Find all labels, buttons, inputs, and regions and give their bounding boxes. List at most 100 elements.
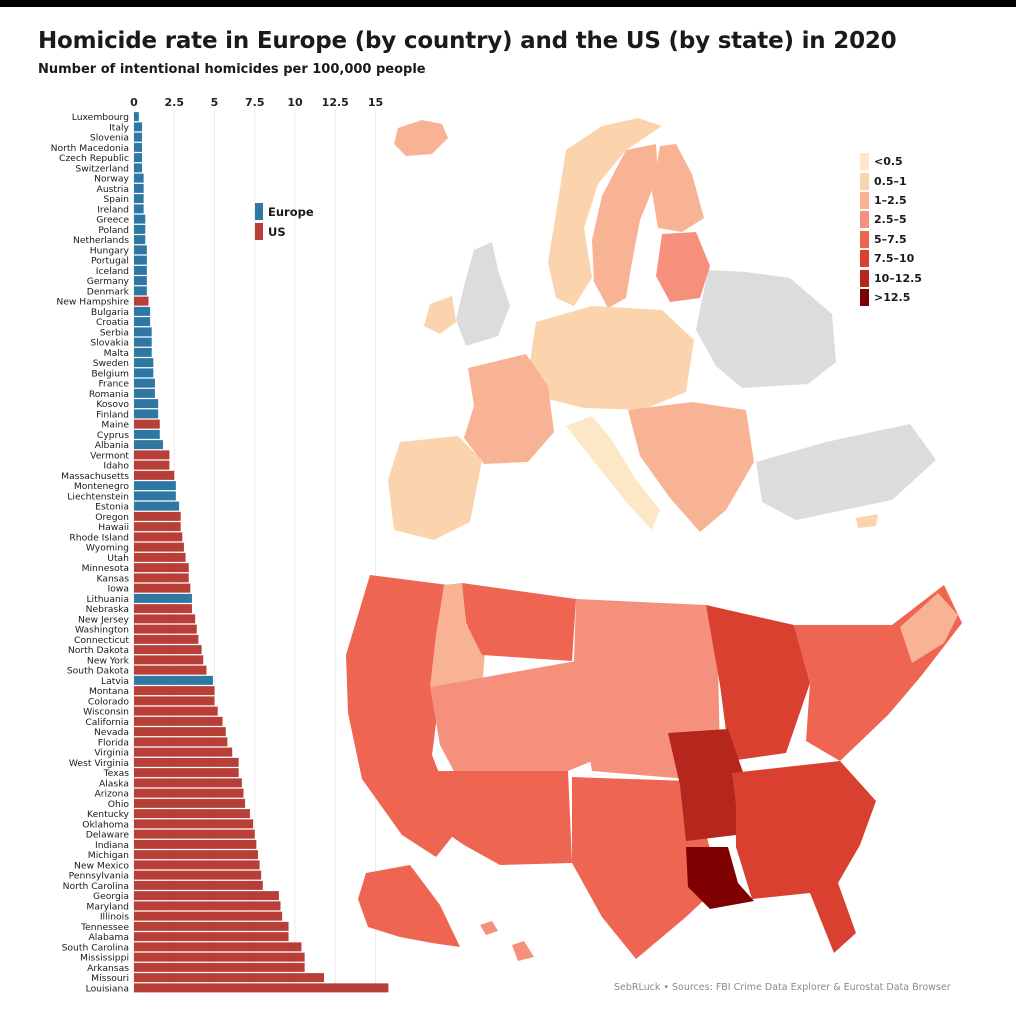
category-label: Rhode Island xyxy=(69,532,129,543)
category-label: Alabama xyxy=(88,932,129,943)
map-region-southwest xyxy=(426,771,572,865)
map-region-hawaii xyxy=(480,921,534,961)
map-region-louisiana xyxy=(686,847,754,909)
bar xyxy=(134,809,250,819)
category-label: Idaho xyxy=(103,461,129,472)
legend-item: >12.5 xyxy=(860,288,922,307)
category-label: New Mexico xyxy=(74,860,129,871)
category-label: Ireland xyxy=(97,204,129,215)
category-label: Denmark xyxy=(87,286,130,297)
bar xyxy=(134,327,152,337)
bar xyxy=(134,973,324,983)
legend-swatch xyxy=(860,230,869,248)
category-label: Greece xyxy=(96,215,129,226)
map-region-southeast xyxy=(732,761,876,953)
category-label: Washington xyxy=(75,625,129,636)
x-tick-label: 12.5 xyxy=(322,96,349,109)
bar xyxy=(134,839,257,849)
map-region-balkans xyxy=(628,402,754,532)
category-label: Minnesota xyxy=(82,563,129,574)
bar xyxy=(134,870,262,880)
map-region-central-europe xyxy=(530,306,694,410)
bar xyxy=(134,532,183,542)
bar xyxy=(134,819,254,829)
category-label: Hawaii xyxy=(98,522,129,533)
bar xyxy=(134,880,263,890)
bar xyxy=(134,952,305,962)
category-label: Virginia xyxy=(94,748,129,759)
category-label: Czech Republic xyxy=(59,153,129,164)
category-label: Oregon xyxy=(95,512,129,523)
category-label: North Dakota xyxy=(68,645,129,656)
category-label: France xyxy=(98,379,129,390)
category-label: Estonia xyxy=(95,502,129,513)
x-tick-label: 10 xyxy=(287,96,303,109)
legend-swatch xyxy=(860,172,869,190)
bar xyxy=(134,419,160,429)
category-label: Finland xyxy=(96,409,129,420)
legend-item: 5–7.5 xyxy=(860,230,922,249)
bar xyxy=(134,450,170,460)
category-label: South Carolina xyxy=(62,942,129,953)
bar xyxy=(134,142,143,152)
category-label: Romania xyxy=(89,389,129,400)
category-label: Mississippi xyxy=(80,953,129,964)
category-label: California xyxy=(85,717,129,728)
bar xyxy=(134,829,255,839)
legend-label: Europe xyxy=(268,205,314,219)
legend-item: 2.5–5 xyxy=(860,210,922,229)
bar xyxy=(134,706,218,716)
bar xyxy=(134,860,260,870)
category-label: Montenegro xyxy=(74,481,130,492)
category-label: Netherlands xyxy=(73,235,129,246)
map-region-idaho xyxy=(430,583,486,689)
category-label: Oklahoma xyxy=(82,819,129,830)
category-label: Wyoming xyxy=(86,543,129,554)
bar xyxy=(134,429,160,439)
bar xyxy=(134,204,144,214)
category-label: Montana xyxy=(89,686,129,697)
category-label: Albania xyxy=(95,440,129,451)
map-region-italy xyxy=(566,416,660,530)
map-region-baltics xyxy=(656,232,710,302)
map-region-alaska xyxy=(358,865,460,947)
bar xyxy=(134,593,192,603)
category-label: Croatia xyxy=(96,317,129,328)
top-border xyxy=(0,0,1016,7)
legend-label: 1–2.5 xyxy=(874,193,907,207)
map-region-turkey-nodata xyxy=(756,424,936,520)
category-label: Norway xyxy=(94,174,129,185)
bar xyxy=(134,614,196,624)
category-label: West Virginia xyxy=(69,758,129,769)
category-label: Kentucky xyxy=(87,809,130,820)
legend-item: 1–2.5 xyxy=(860,191,922,210)
bar xyxy=(134,501,180,511)
category-label: Poland xyxy=(98,225,129,236)
category-label: Maine xyxy=(101,420,129,431)
category-label: Malta xyxy=(104,348,129,359)
bar xyxy=(134,624,197,634)
chart-subtitle: Number of intentional homicides per 100,… xyxy=(38,62,426,77)
map-region-midwest xyxy=(706,605,810,761)
bar xyxy=(134,655,204,665)
bar xyxy=(134,891,279,901)
category-label: Arizona xyxy=(94,789,129,800)
legend-label: US xyxy=(268,225,286,239)
map-region-norway xyxy=(548,118,662,306)
bar xyxy=(134,163,143,173)
x-tick-label: 15 xyxy=(368,96,383,109)
category-label: Liechtenstein xyxy=(67,491,129,502)
bar xyxy=(134,255,147,265)
bar xyxy=(134,245,147,255)
category-label: Slovenia xyxy=(90,133,129,144)
bar xyxy=(134,183,144,193)
bar xyxy=(134,665,207,675)
bar xyxy=(134,409,159,419)
bar xyxy=(134,235,146,245)
category-label: Massachusetts xyxy=(61,471,129,482)
bar xyxy=(134,962,305,972)
map-region-montana xyxy=(462,583,576,661)
bar xyxy=(134,173,144,183)
legend-item: <0.5 xyxy=(860,152,922,171)
